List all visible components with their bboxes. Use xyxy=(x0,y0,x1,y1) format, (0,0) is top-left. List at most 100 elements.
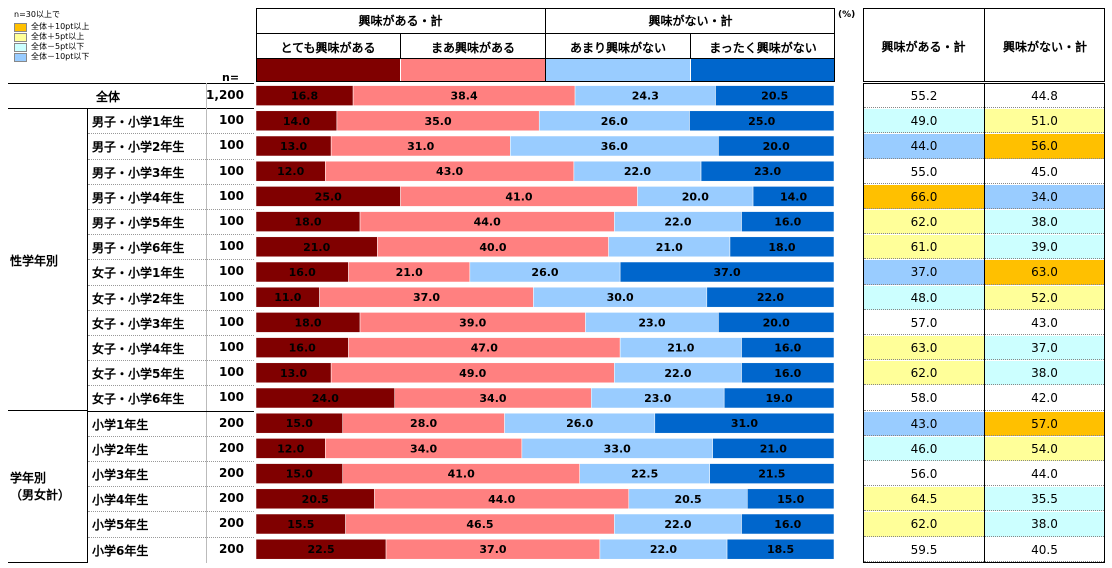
series-swatch-4 xyxy=(691,59,834,81)
total-interested-cell: 48.0 xyxy=(864,285,984,310)
total-not-interested-cell: 42.0 xyxy=(985,386,1104,411)
bar-data-label: 21.5 xyxy=(758,468,785,481)
bar-data-label: 37.0 xyxy=(713,266,740,279)
total-not-interested-cell: 45.0 xyxy=(985,159,1104,184)
total-interested-cell: 62.0 xyxy=(864,361,984,386)
section-frame-overall xyxy=(8,83,254,109)
legend-item: 全体－5pt以下 xyxy=(14,42,124,52)
bar-data-label: 16.0 xyxy=(774,367,801,380)
series-label-3: あまり興味がない xyxy=(569,41,666,55)
row-label: 女子・小学1年生 xyxy=(92,266,185,281)
bar-segment xyxy=(718,135,835,157)
bar-data-label: 34.0 xyxy=(410,442,437,455)
bar-data-label: 13.0 xyxy=(280,367,307,380)
bar-segment xyxy=(654,412,835,434)
row-label: 小学4年生 xyxy=(92,493,149,508)
row-label: 女子・小学2年生 xyxy=(92,291,185,306)
row-separator xyxy=(88,360,254,362)
bar-data-label: 22.0 xyxy=(664,367,691,380)
row-separator xyxy=(88,536,254,538)
header-divider-mid xyxy=(545,8,546,82)
bar-segment xyxy=(729,236,835,258)
bar-data-label: 34.0 xyxy=(479,392,506,405)
row-n: 100 xyxy=(218,289,244,304)
total-interested-cell: 56.0 xyxy=(864,462,984,487)
bar-segment xyxy=(689,110,835,132)
bar-data-label: 44.0 xyxy=(488,493,515,506)
legend-item: 全体－10pt以下 xyxy=(14,52,124,62)
total-interested-cell: 55.0 xyxy=(864,159,984,184)
row-separator xyxy=(88,133,254,135)
bar-data-label: 23.0 xyxy=(644,392,671,405)
bar-data-label: 46.5 xyxy=(466,518,493,531)
bar-data-label: 14.0 xyxy=(780,190,807,203)
row-n: 100 xyxy=(218,390,244,405)
bar-data-label: 49.0 xyxy=(459,367,486,380)
bar-data-label: 23.0 xyxy=(754,165,781,178)
bar-data-label: 36.0 xyxy=(601,140,628,153)
bar-data-label: 18.0 xyxy=(294,216,321,229)
row-separator xyxy=(88,259,254,261)
row-n: 100 xyxy=(218,138,244,153)
row-n: 100 xyxy=(218,264,244,279)
bar-segment xyxy=(726,538,835,560)
row-label: 男子・小学1年生 xyxy=(92,115,185,130)
bar-data-label: 41.0 xyxy=(505,190,532,203)
bar-data-label: 18.0 xyxy=(294,316,321,329)
bar-data-label: 44.0 xyxy=(474,216,501,229)
total-not-interested-cell: 37.0 xyxy=(985,336,1104,361)
bar-data-label: 33.0 xyxy=(604,442,631,455)
row-label: 小学5年生 xyxy=(92,518,149,533)
bar-segment xyxy=(718,312,835,333)
bar-data-label: 20.5 xyxy=(674,493,701,506)
total-not-interested-cell: 40.5 xyxy=(985,537,1104,562)
bar-data-label: 21.0 xyxy=(303,241,330,254)
total-interested-cell: 49.0 xyxy=(864,109,984,134)
series-swatch-2 xyxy=(401,59,545,81)
series-swatch-1 xyxy=(257,59,400,81)
bar-segment xyxy=(715,85,835,106)
total-not-interested-cell: 38.0 xyxy=(985,210,1104,235)
bar-segment xyxy=(741,337,835,358)
legend-swatch xyxy=(14,52,27,62)
bar-data-label: 20.0 xyxy=(763,316,790,329)
row-separator xyxy=(88,486,254,488)
row-label: 女子・小学3年生 xyxy=(92,316,185,331)
row-separator xyxy=(88,309,254,311)
row-separator xyxy=(88,284,254,286)
bar-data-label: 16.8 xyxy=(291,90,318,103)
section-frame-grade xyxy=(8,411,88,563)
legend-label: 全体－5pt以下 xyxy=(31,42,85,51)
bar-data-label: 22.0 xyxy=(650,543,677,556)
row-label: 全体 xyxy=(96,90,121,104)
bar-data-label: 18.0 xyxy=(768,241,795,254)
bar-data-label: 21.0 xyxy=(396,266,423,279)
total-interested-cell: 64.5 xyxy=(864,487,984,512)
row-n: 200 xyxy=(218,491,244,506)
totals-col-not: 興味がない・計 xyxy=(1002,40,1087,54)
row-label: 小学3年生 xyxy=(92,468,149,482)
bar-data-label: 21.0 xyxy=(656,241,683,254)
total-not-interested-cell: 63.0 xyxy=(985,260,1104,285)
bar-data-label: 37.0 xyxy=(479,543,506,556)
total-interested-cell: 37.0 xyxy=(864,260,984,285)
bar-data-label: 26.0 xyxy=(566,417,593,430)
total-not-interested-cell: 54.0 xyxy=(985,436,1104,461)
total-not-interested-cell: 35.5 xyxy=(985,487,1104,512)
section-frame-gender-grade xyxy=(8,109,88,411)
total-not-interested-cell: 34.0 xyxy=(985,184,1104,209)
total-not-interested-cell: 52.0 xyxy=(985,285,1104,310)
total-interested-cell: 57.0 xyxy=(864,310,984,335)
totals-body-divider xyxy=(984,83,985,563)
bar-data-label: 22.0 xyxy=(664,518,691,531)
bar-data-label: 41.0 xyxy=(448,468,475,481)
unit-label: (%) xyxy=(838,10,856,20)
row-n: 100 xyxy=(218,314,244,329)
bar-data-label: 23.0 xyxy=(638,316,665,329)
stacked-bar-chart: 16.8 38.4 24.3 20.5 14.0 35.0 26.0 25.0 13.0 31.0… xyxy=(256,85,835,560)
legend-label: 全体－10pt以下 xyxy=(31,52,90,61)
n-column-line xyxy=(206,83,207,563)
bar-segment xyxy=(752,186,835,207)
bar-data-label: 14.0 xyxy=(283,115,310,128)
group-label-interested: 興味がある・計 xyxy=(358,14,443,28)
